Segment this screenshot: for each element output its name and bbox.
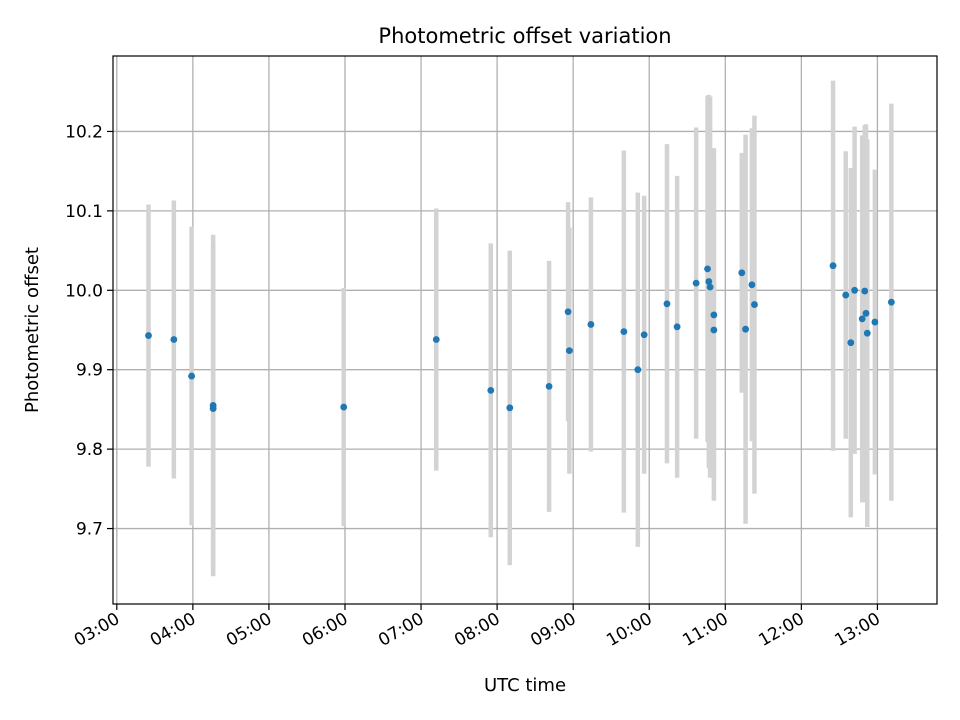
data-point [487,386,495,394]
data-point [847,339,855,347]
data-point [564,308,572,316]
data-points [145,262,895,413]
y-axis-ticks: 9.7 9.8 9.9 10.0 10.1 10.2 [65,122,113,540]
data-point [829,262,837,270]
data-point [710,326,718,334]
data-point [692,279,700,287]
x-axis-label: UTC time [484,675,566,696]
data-point [751,301,758,308]
y-tick-label: 10.2 [65,122,103,142]
data-point [861,287,869,295]
data-point [340,403,348,411]
plot-area-frame [112,55,938,605]
data-point [506,404,514,412]
data-point [188,372,195,380]
data-point [640,331,648,339]
y-tick-label: 9.9 [76,361,103,381]
y-tick-label: 9.8 [76,440,103,460]
data-point [863,329,871,337]
data-point [710,311,718,319]
data-point [587,321,595,328]
data-point [620,328,628,335]
data-point [673,323,681,331]
data-point [432,336,440,343]
data-point [565,347,573,355]
data-point [209,405,217,413]
data-point [170,336,178,343]
grid-lines [113,56,937,604]
data-point [663,300,671,308]
data-point [738,269,746,277]
data-point [748,281,756,289]
chart-title: Photometric offset variation [378,24,671,48]
data-point [742,325,749,333]
data-point [842,291,850,299]
data-point [862,309,870,317]
data-point [887,298,895,306]
data-point [145,332,152,339]
data-point [706,283,714,291]
data-point [704,265,711,273]
data-point [858,315,866,323]
y-tick-label: 10.1 [65,202,103,222]
data-point [705,278,713,285]
data-point [851,286,858,294]
data-point [871,318,879,326]
y-tick-label: 10.0 [65,281,103,301]
data-point [634,366,642,374]
y-axis-label: Photometric offset [22,247,43,413]
data-point [545,382,553,390]
y-tick-label: 9.7 [76,520,103,540]
